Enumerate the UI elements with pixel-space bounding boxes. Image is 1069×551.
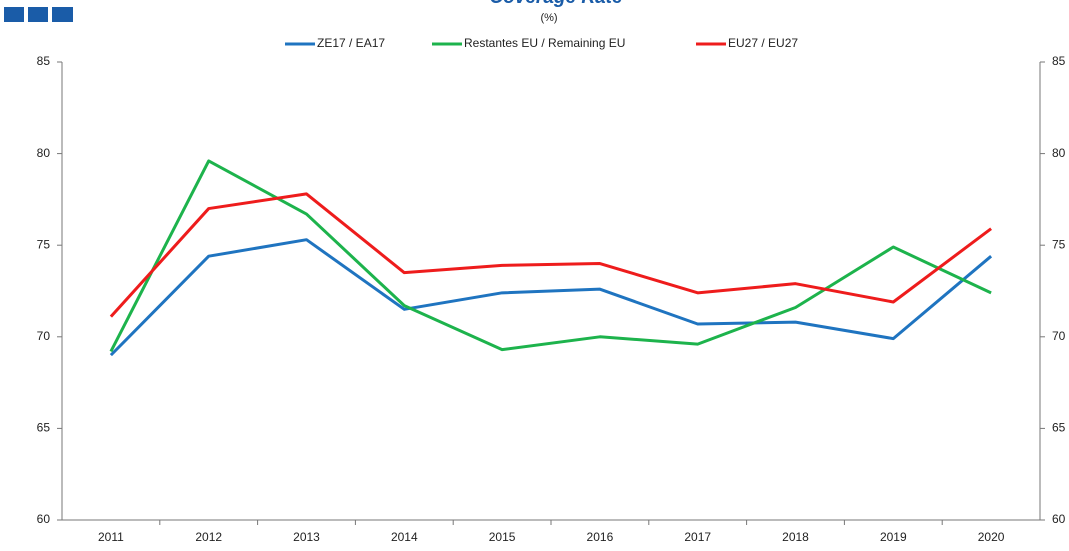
y-tick-label: 70: [37, 329, 51, 343]
legend-label: Restantes EU / Remaining EU: [464, 36, 625, 50]
x-tick-label: 2016: [587, 530, 614, 544]
legend-label: ZE17 / EA17: [317, 36, 385, 50]
x-tick-label: 2020: [978, 530, 1005, 544]
logo-block: [4, 7, 24, 22]
y2-tick-label: 60: [1052, 512, 1066, 526]
y-tick-label: 80: [37, 146, 51, 160]
y-tick-label: 60: [37, 512, 51, 526]
logo-block: [28, 7, 48, 22]
x-tick-label: 2017: [684, 530, 711, 544]
chart-title: Coverage Rate: [489, 0, 622, 8]
logo-block: [52, 7, 73, 22]
x-tick-label: 2013: [293, 530, 320, 544]
y2-tick-label: 65: [1052, 421, 1066, 435]
y2-tick-label: 70: [1052, 329, 1066, 343]
x-tick-label: 2019: [880, 530, 907, 544]
x-tick-label: 2014: [391, 530, 418, 544]
series-line: [109, 192, 992, 318]
y-tick-label: 65: [37, 421, 51, 435]
y2-tick-label: 85: [1052, 54, 1066, 68]
y-tick-label: 75: [37, 237, 51, 251]
series-line: [109, 159, 992, 353]
series-line: [109, 238, 993, 357]
y2-tick-label: 80: [1052, 146, 1066, 160]
x-tick-label: 2018: [782, 530, 809, 544]
legend-label: EU27 / EU27: [728, 36, 798, 50]
x-tick-label: 2011: [98, 530, 124, 544]
chart-subtitle: (%): [540, 12, 557, 24]
y2-tick-label: 75: [1052, 237, 1066, 251]
x-tick-label: 2012: [195, 530, 222, 544]
y-tick-label: 85: [37, 54, 51, 68]
x-tick-label: 2015: [489, 530, 516, 544]
